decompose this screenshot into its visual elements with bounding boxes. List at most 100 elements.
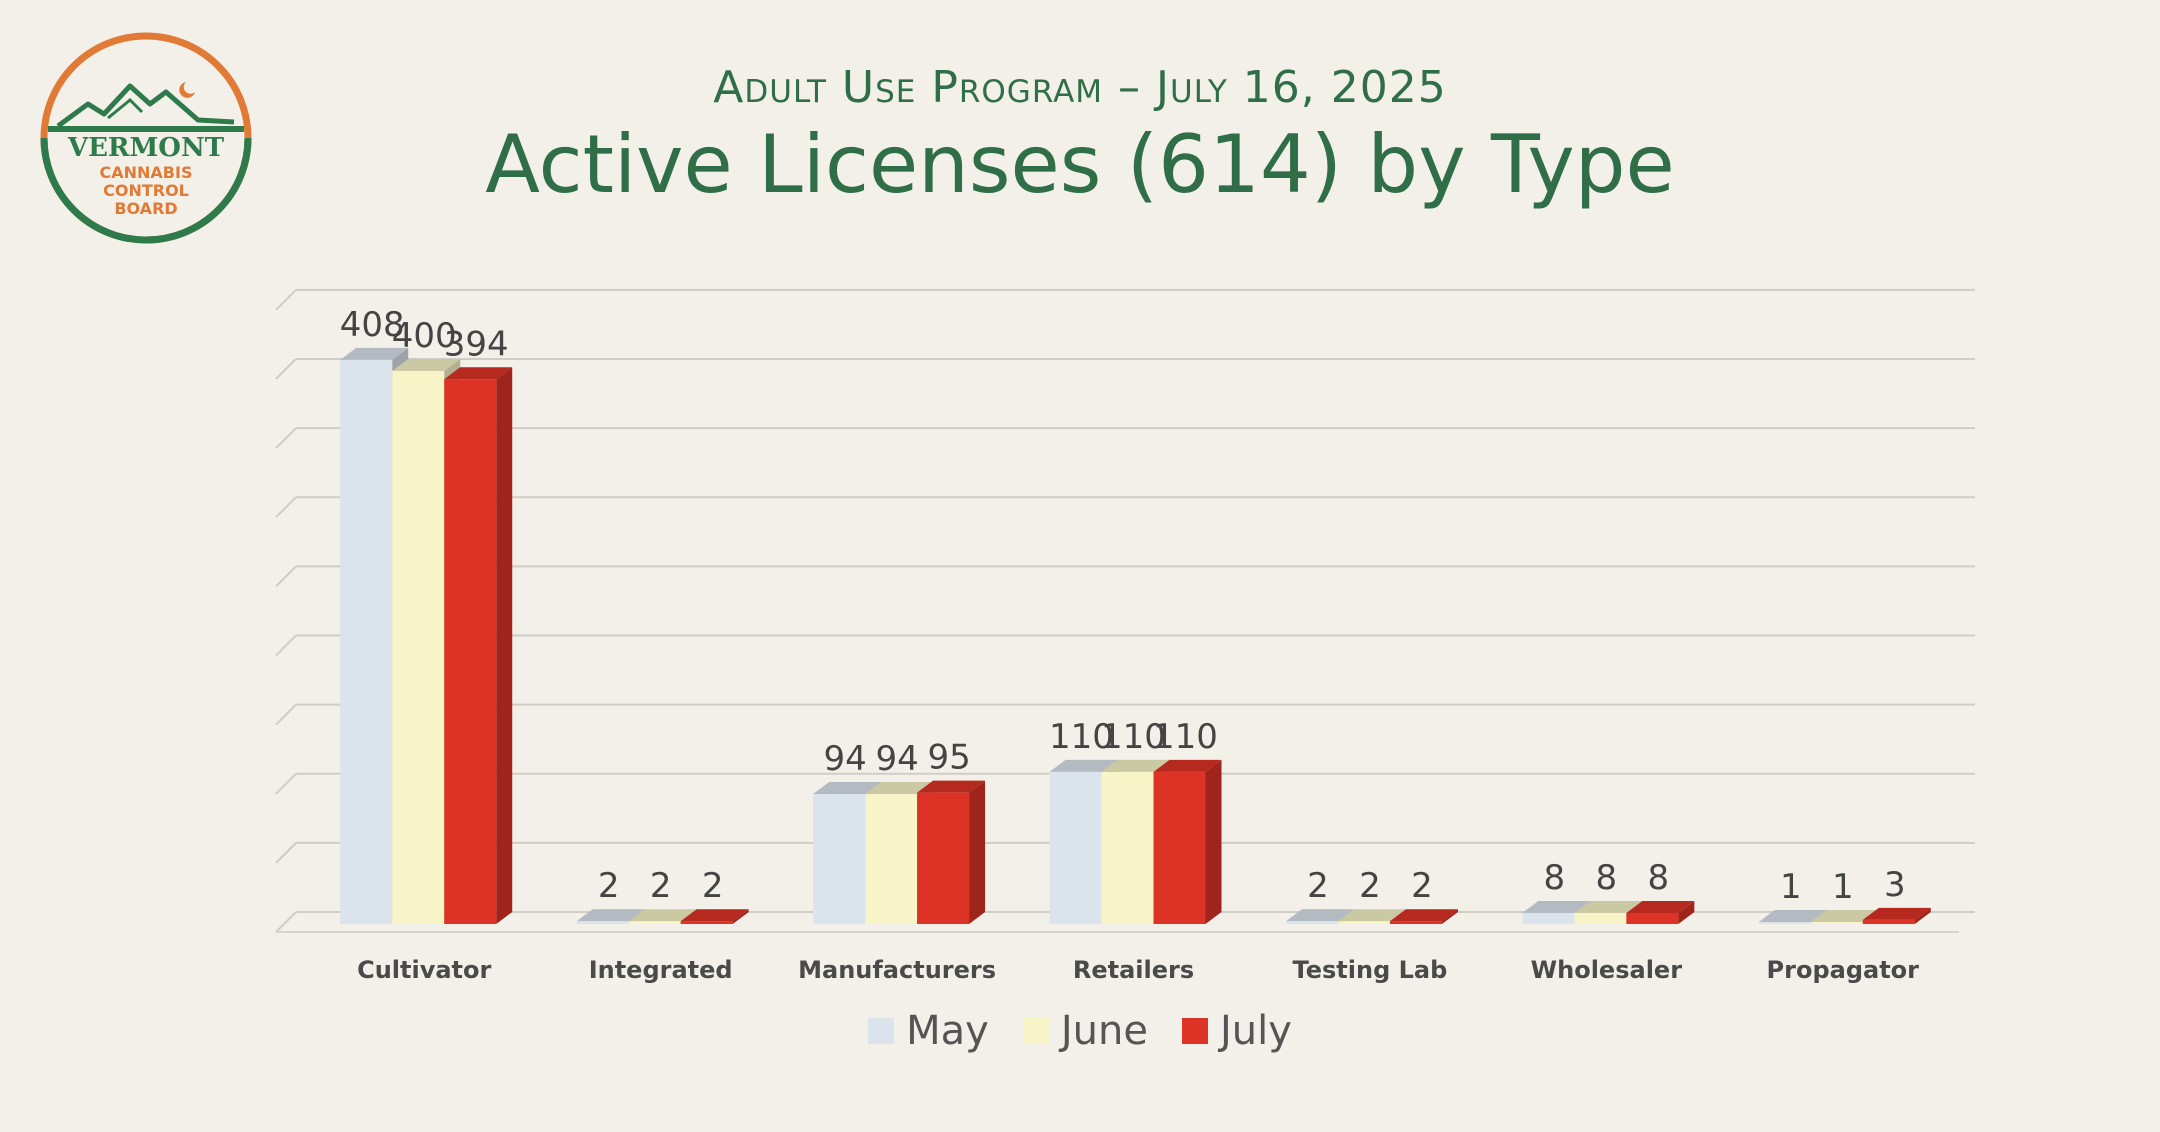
bar-may-retailers	[1049, 771, 1102, 924]
gridline-depth	[275, 703, 297, 726]
logo-line-3: CONTROL	[103, 181, 189, 200]
legend-item: May	[868, 1008, 989, 1054]
bar-top	[1389, 909, 1458, 922]
gridline-depth	[275, 427, 297, 449]
bar-july-cultivator	[444, 379, 497, 924]
data-label: 394	[444, 324, 509, 364]
legend-swatch	[1022, 1018, 1049, 1044]
bar-may-testing-lab	[1285, 921, 1338, 924]
data-label: 8	[1648, 858, 1670, 898]
data-label: 2	[1411, 866, 1433, 906]
logo-line-2: CANNABIS	[100, 163, 193, 182]
data-label: 8	[1596, 858, 1618, 898]
bar-may-wholesaler	[1522, 912, 1575, 924]
bar-side	[969, 780, 986, 924]
bar-top	[392, 358, 461, 371]
bar-top	[576, 909, 645, 922]
bar-top	[1522, 900, 1591, 913]
category-label: Integrated	[589, 956, 733, 984]
bar-june-wholesaler	[1574, 912, 1627, 924]
legend-label: June	[1060, 1008, 1148, 1054]
gridline-depth	[275, 842, 297, 864]
bar-july-integrated	[680, 921, 733, 924]
bar-top	[340, 347, 409, 360]
bar-top	[1810, 910, 1879, 922]
gridline-depth	[275, 911, 297, 933]
category-label: Wholesaler	[1531, 956, 1683, 984]
legend-label: July	[1219, 1008, 1292, 1054]
bar-top	[1574, 900, 1643, 913]
bar-july-propagator	[1862, 919, 1915, 924]
bar-top	[1285, 909, 1354, 922]
bar-july-testing-lab	[1389, 921, 1442, 924]
bar-top	[813, 782, 882, 795]
bar-june-integrated	[628, 921, 681, 924]
gridline-depth	[275, 773, 297, 795]
chart-legend: May June July	[0, 1008, 2160, 1054]
page-title: Active Licenses (614) by Type	[485, 118, 1675, 211]
gridline-depth	[275, 634, 297, 657]
category-label: Propagator	[1767, 956, 1920, 984]
data-label: 3	[1884, 865, 1906, 905]
bar-side	[1678, 900, 1695, 924]
bar-top	[444, 367, 513, 380]
category-label: Manufacturers	[798, 956, 996, 984]
bar-top	[1153, 759, 1222, 772]
bar-june-propagator	[1810, 922, 1863, 924]
data-label: 1	[1832, 867, 1854, 907]
data-label: 94	[823, 739, 866, 779]
data-label: 1	[1780, 867, 1802, 907]
bar-may-integrated	[576, 921, 629, 924]
bar-may-propagator	[1758, 922, 1811, 924]
bar-side	[1914, 907, 1931, 924]
data-label: 2	[702, 866, 724, 906]
bar-top	[1337, 909, 1406, 922]
legend-item: June	[1022, 1008, 1148, 1054]
legend-label: May	[906, 1008, 989, 1054]
bar-june-testing-lab	[1337, 921, 1390, 924]
page-subtitle: Adult Use Program – July 16, 2025	[713, 62, 1447, 113]
data-label: 110	[1049, 717, 1114, 757]
category-label: Testing Lab	[1293, 956, 1448, 984]
data-label: 95	[927, 738, 970, 778]
gridline-depth	[275, 565, 297, 588]
vermont-ccb-logo: VERMONT CANNABIS CONTROL BOARD	[40, 32, 252, 244]
data-label: 2	[1307, 866, 1329, 906]
logo-line-1: VERMONT	[67, 133, 225, 163]
gridline-depth	[275, 496, 297, 518]
bar-july-wholesaler	[1626, 912, 1679, 924]
bar-side	[732, 909, 749, 924]
bar-top	[1862, 907, 1931, 920]
bar-side	[1441, 909, 1458, 924]
data-label: 8	[1544, 858, 1566, 898]
bar-top	[917, 780, 986, 793]
bar-may-manufacturers	[813, 794, 866, 924]
bar-side	[496, 367, 513, 924]
bar-top	[1049, 759, 1118, 772]
data-label: 2	[650, 866, 672, 906]
bar-june-retailers	[1101, 771, 1154, 924]
data-label: 2	[598, 866, 620, 906]
bar-june-cultivator	[392, 370, 445, 924]
gridline-depth	[275, 289, 297, 311]
category-label: Cultivator	[357, 956, 491, 984]
bar-july-retailers	[1153, 771, 1206, 924]
bar-july-manufacturers	[917, 792, 970, 924]
gridline-depth	[275, 358, 297, 380]
bar-top	[865, 782, 934, 795]
bar-top	[1101, 759, 1170, 772]
data-label: 2	[1359, 866, 1381, 906]
bar-top	[680, 909, 749, 922]
data-label: 400	[392, 316, 457, 356]
bar-june-manufacturers	[865, 794, 918, 924]
bar-top	[628, 909, 697, 922]
category-label: Retailers	[1073, 956, 1194, 984]
data-label: 408	[340, 305, 405, 345]
legend-swatch	[868, 1018, 895, 1044]
bar-top	[1758, 910, 1827, 922]
legend-swatch	[1181, 1018, 1208, 1044]
data-label: 110	[1153, 717, 1218, 757]
bar-may-cultivator	[340, 359, 393, 925]
